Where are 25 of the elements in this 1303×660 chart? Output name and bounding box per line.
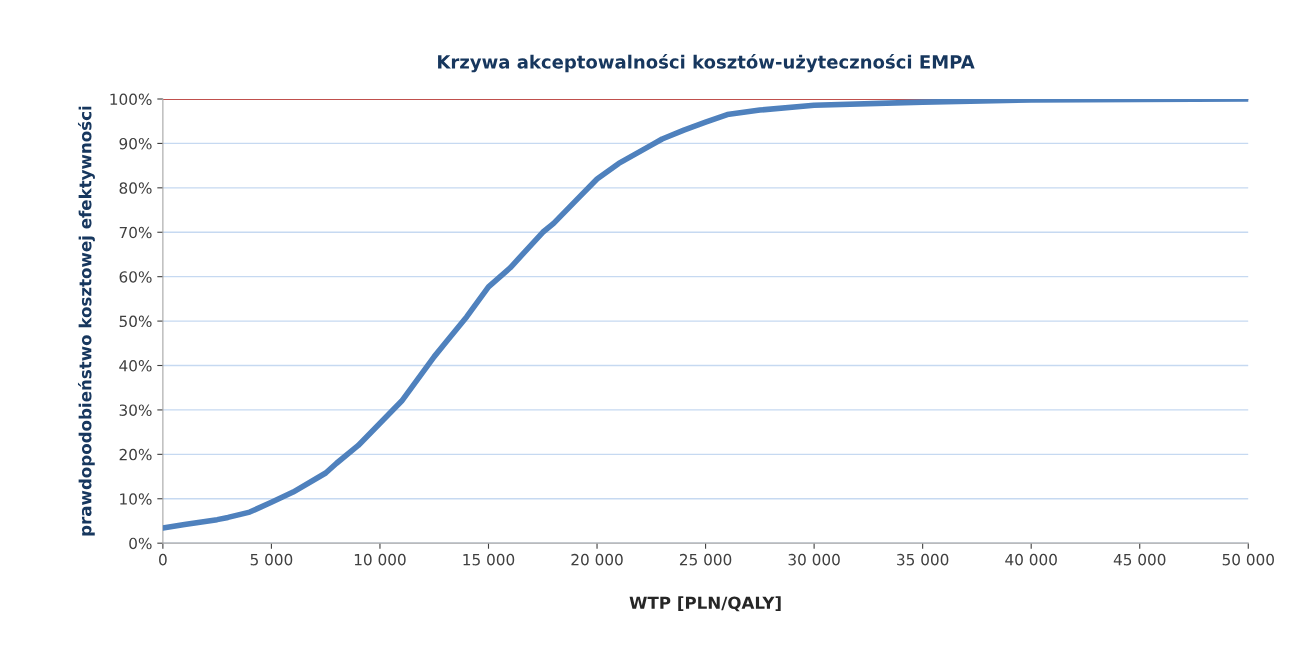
y-tick-label: 40%: [119, 359, 152, 372]
y-tick-label: 20%: [119, 448, 152, 461]
x-tick-label: 15 000: [463, 553, 515, 566]
y-tick-label: 60%: [119, 271, 152, 283]
x-tick-label: 5 000: [250, 553, 293, 566]
y-tick-label: 90%: [119, 137, 152, 150]
x-tick-label: 35 000: [897, 553, 949, 566]
y-tick-label: 70%: [119, 226, 152, 239]
x-axis-title: WTP [PLN/QALY]: [629, 596, 781, 612]
x-tick-label: 0: [159, 553, 167, 566]
x-tick-label: 30 000: [788, 553, 840, 566]
y-tick-label: 10%: [120, 493, 152, 505]
y-tick-label: 0%: [129, 537, 152, 550]
x-tick-label: 20 000: [571, 553, 623, 566]
x-tick-label: 45 000: [1113, 553, 1166, 566]
y-tick-label: 50%: [119, 315, 152, 328]
x-tick-label: 40 000: [1005, 553, 1057, 566]
y-tick-label: 30%: [119, 404, 152, 416]
x-tick-label: 50 000: [1222, 553, 1274, 566]
y-tick-label: 80%: [119, 182, 152, 194]
x-tick-label: 25 000: [679, 553, 732, 566]
y-tick-label: 100%: [110, 93, 152, 106]
y-axis-title: prawdopodobieństwo kosztowej efektywności: [77, 106, 95, 536]
chart-title: Krzywa akceptowalności kosztów-użyteczności EMPA: [438, 54, 975, 73]
x-tick-label: 10 000: [354, 553, 406, 566]
